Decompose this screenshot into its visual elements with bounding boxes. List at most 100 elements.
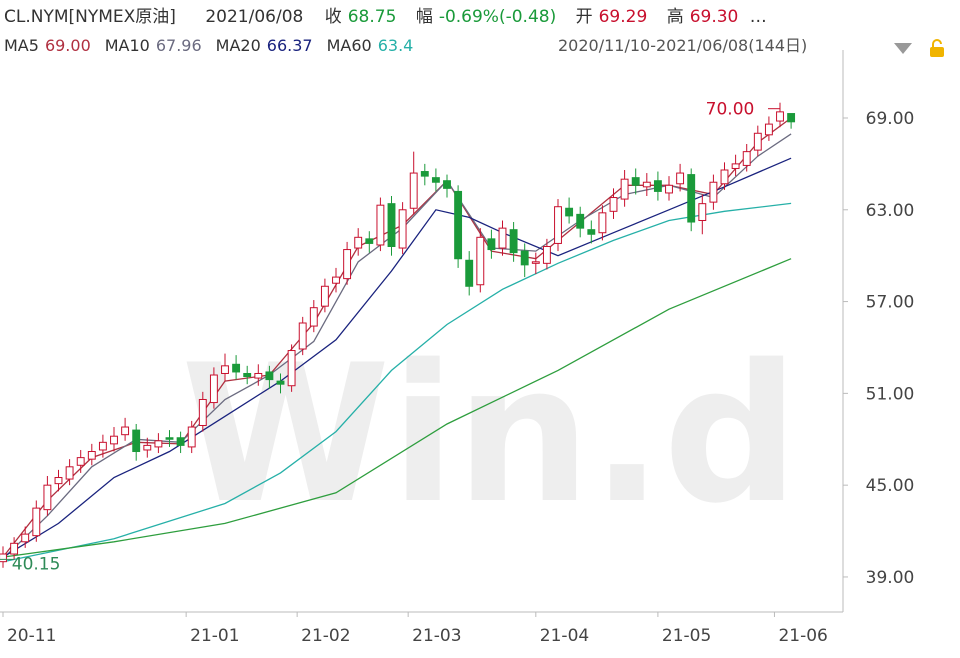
candle-body bbox=[509, 229, 518, 254]
candle-body bbox=[176, 437, 185, 446]
candle-body bbox=[542, 245, 551, 264]
candle-body bbox=[587, 229, 596, 235]
candle-body bbox=[343, 249, 352, 280]
quote-header: CL.NYM[NYMEX原油] 2021/06/08 收 68.75 幅 -0.69… bbox=[4, 6, 773, 28]
legend-name[interactable]: MA5 bbox=[4, 36, 39, 55]
candle-body bbox=[209, 374, 218, 404]
candle-body bbox=[465, 259, 474, 287]
x-tick-label: 21-06 bbox=[778, 626, 827, 646]
candle-body bbox=[187, 426, 196, 448]
candle-body bbox=[676, 172, 685, 185]
candle-body bbox=[21, 533, 30, 543]
candle-body bbox=[720, 169, 729, 185]
candle-body bbox=[243, 372, 252, 378]
annotation-label: 70.00 bbox=[706, 100, 755, 120]
candle-body bbox=[531, 261, 540, 264]
ma-line bbox=[2, 202, 792, 563]
y-tick-label: 69.00 bbox=[866, 109, 915, 129]
x-tick-label: 21-05 bbox=[662, 626, 711, 646]
candle-body bbox=[598, 212, 607, 234]
candle-body bbox=[309, 307, 318, 327]
ma-line bbox=[2, 258, 792, 558]
open: 69.29 bbox=[598, 7, 648, 27]
candle-body bbox=[409, 172, 418, 209]
candle-body bbox=[398, 209, 407, 249]
x-tick-label: 21-02 bbox=[301, 626, 350, 646]
symbol: CL.NYM[NYMEX原油] bbox=[4, 7, 176, 27]
candle-body bbox=[287, 350, 296, 387]
candle-body bbox=[43, 484, 52, 511]
candle-body bbox=[609, 197, 618, 212]
candle-body bbox=[121, 426, 130, 436]
candle-body bbox=[10, 542, 19, 555]
legend-name[interactable]: MA10 bbox=[104, 36, 150, 55]
candle-body bbox=[387, 203, 396, 247]
candle-body bbox=[0, 553, 7, 563]
legend-value: 63.4 bbox=[377, 36, 414, 55]
high: 69.30 bbox=[689, 7, 739, 27]
candle-body bbox=[776, 111, 784, 122]
legend-name[interactable]: MA60 bbox=[326, 36, 372, 55]
candle-body bbox=[354, 236, 363, 249]
candle-body bbox=[620, 178, 629, 200]
candle-body bbox=[487, 238, 496, 251]
candle-body bbox=[476, 236, 485, 286]
dropdown[interactable] bbox=[892, 40, 914, 56]
candle-body bbox=[332, 276, 340, 284]
candle-body bbox=[787, 113, 796, 123]
legend-value: 69.00 bbox=[44, 36, 91, 55]
range-label[interactable]: 2020/11/10-2021/06/08(144日) bbox=[558, 35, 808, 57]
candle-body bbox=[320, 285, 329, 307]
candle-body bbox=[642, 181, 651, 188]
candle-body bbox=[576, 213, 585, 229]
candle-body bbox=[764, 123, 773, 136]
date: 2021/06/08 bbox=[205, 7, 304, 27]
candle-body bbox=[165, 437, 174, 440]
x-tick-label: 20-11 bbox=[7, 626, 56, 646]
candle-body bbox=[687, 174, 696, 223]
y-tick-label: 39.00 bbox=[866, 568, 915, 588]
close-label: 收 bbox=[324, 7, 342, 27]
candle-body bbox=[54, 477, 63, 485]
candle-body bbox=[554, 206, 562, 244]
x-tick-label: 21-04 bbox=[540, 626, 589, 646]
candle-body bbox=[365, 238, 374, 244]
candle-body bbox=[631, 177, 640, 186]
y-tick-label: 57.00 bbox=[866, 293, 915, 313]
candle-body bbox=[154, 440, 163, 448]
candle-body bbox=[198, 398, 207, 427]
candle-body bbox=[232, 363, 241, 373]
candle-body bbox=[132, 429, 141, 453]
candle-body bbox=[454, 190, 463, 260]
candle-body bbox=[376, 204, 385, 246]
candle-body bbox=[731, 163, 740, 169]
lock-icon[interactable] bbox=[926, 38, 948, 58]
candle-body bbox=[698, 203, 707, 221]
candle-body bbox=[98, 441, 107, 451]
high-label: 高 bbox=[666, 7, 684, 27]
more[interactable]: … bbox=[749, 7, 767, 27]
close: 68.75 bbox=[347, 7, 397, 27]
legend-name[interactable]: MA20 bbox=[215, 36, 261, 55]
candle-body bbox=[753, 132, 762, 151]
watermark: Win.d bbox=[181, 324, 799, 545]
candle-body bbox=[276, 380, 285, 385]
candle-body bbox=[76, 457, 85, 466]
open-label: 开 bbox=[575, 7, 593, 27]
legend-value: 67.96 bbox=[155, 36, 202, 55]
candle-body bbox=[254, 372, 263, 379]
candle-body bbox=[443, 180, 451, 189]
y-tick-label: 63.00 bbox=[866, 201, 915, 221]
candle-body bbox=[665, 184, 673, 194]
candle-body bbox=[498, 227, 507, 249]
candle-body bbox=[298, 322, 307, 350]
candle-body bbox=[420, 171, 429, 177]
y-tick-label: 51.00 bbox=[866, 384, 915, 404]
candle-body bbox=[520, 250, 529, 266]
candle-body bbox=[87, 451, 96, 460]
candle-body bbox=[110, 435, 118, 445]
y-tick-label: 45.00 bbox=[866, 476, 915, 496]
x-tick-label: 21-01 bbox=[190, 626, 239, 646]
candle-body bbox=[565, 207, 574, 217]
